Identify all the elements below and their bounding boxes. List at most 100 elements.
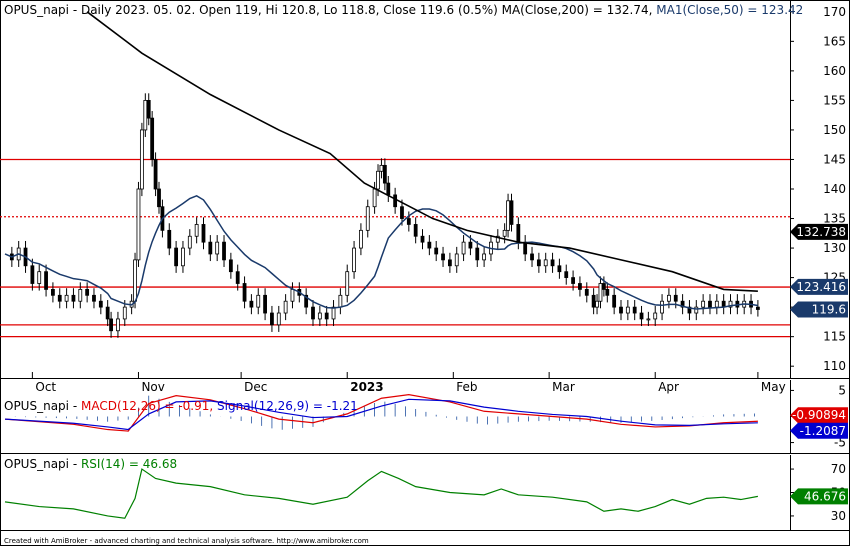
y-tick-label: -5 <box>834 436 846 450</box>
macd-series-line <box>4 398 758 431</box>
macd-title-macd: MACD(12,26) = -0.91, <box>81 399 213 413</box>
candle-body <box>612 294 617 308</box>
candle-body <box>208 241 213 255</box>
candle-body <box>133 259 137 302</box>
candle-body <box>509 200 514 225</box>
price-title-info: - Daily 2023. 05. 02. Open 119, Hi 120.8… <box>69 3 502 17</box>
candle-body <box>228 259 233 273</box>
candle-body <box>506 200 510 231</box>
month-label: Dec <box>244 380 267 394</box>
candle-body <box>51 289 55 296</box>
candle-body <box>625 306 630 314</box>
candle-body <box>441 253 445 261</box>
price-panel: 110115120125130135140145150155160165170O… <box>0 0 850 394</box>
candle-body <box>85 289 90 296</box>
candle-body <box>646 318 651 321</box>
price-tag <box>790 278 848 295</box>
rsi-title-ticker: OPUS_napi <box>4 457 69 471</box>
candle-body <box>461 241 466 255</box>
candle-body <box>78 289 83 302</box>
macd-series-line <box>4 393 758 432</box>
candle-body <box>249 300 254 308</box>
candle-body <box>601 283 606 290</box>
candle-body <box>187 235 192 249</box>
candle-body <box>694 306 699 314</box>
candle-body <box>673 294 678 302</box>
macd-title-ticker: OPUS_napi <box>4 399 69 413</box>
y-tick-label: 145 <box>823 152 846 166</box>
candle-body <box>352 247 356 273</box>
candle-body <box>728 300 733 308</box>
month-label: 2023 <box>350 380 383 394</box>
candle-body <box>71 294 76 302</box>
candle-body <box>215 241 220 255</box>
candle-body <box>578 283 582 290</box>
candle-body <box>550 259 555 267</box>
candle-body <box>136 188 141 261</box>
candle-body <box>393 194 398 208</box>
candle-body <box>201 224 206 243</box>
candle-body <box>317 312 322 320</box>
candle-body <box>564 271 569 278</box>
macd-tag <box>790 407 848 424</box>
candle-body <box>584 289 589 296</box>
month-label: Oct <box>35 380 56 394</box>
price-title-ma200: MA(Close,200) = 132.74, <box>502 3 653 17</box>
candle-body <box>376 170 380 190</box>
candle-body <box>372 188 377 208</box>
macd-panel: -505-0.90894-1.2087 <box>0 380 850 454</box>
month-label: May <box>761 380 786 394</box>
candle-body <box>139 129 144 190</box>
candle-body <box>708 300 712 308</box>
candle-body <box>536 259 541 267</box>
candle-body <box>502 229 507 237</box>
price-tag-label: 132.738 <box>796 225 846 239</box>
candle-body <box>667 294 671 302</box>
candle-body <box>413 224 418 237</box>
y-tick-label: 165 <box>823 34 846 48</box>
candle-body <box>379 164 384 172</box>
candle-body <box>359 229 363 249</box>
rsi-title: OPUS_napi - RSI(14) = 46.68 <box>4 457 177 471</box>
candle-body <box>263 294 267 314</box>
candle-body <box>304 294 309 308</box>
candle-body <box>331 306 336 320</box>
rsi-tag-label: 46.676 <box>804 489 846 503</box>
candle-body <box>406 218 411 225</box>
candle-body <box>591 294 596 308</box>
candle-body <box>543 259 548 267</box>
rsi-tag <box>790 488 848 505</box>
candle-body <box>495 235 500 243</box>
ma50-line <box>4 194 759 310</box>
candle-body <box>447 259 452 267</box>
candle-body <box>92 294 96 302</box>
candle-body <box>530 253 534 261</box>
candle-body <box>365 206 370 231</box>
candle-body <box>167 229 172 249</box>
price-title-ma50: MA1(Close,50) = 123.42 <box>656 3 803 17</box>
candle-body <box>150 117 155 160</box>
macd-title: OPUS_napi - MACD(12,26) = -0.91, Signal(… <box>4 399 358 413</box>
rsi-title-rsi: RSI(14) = 46.68 <box>81 457 177 471</box>
candle-body <box>122 306 127 320</box>
rsi-line <box>4 468 758 519</box>
month-label: Feb <box>456 380 477 394</box>
candle-body <box>475 247 480 261</box>
macd-title-signal: Signal(12,26,9) = -1.21 <box>217 399 358 413</box>
price-tag-label: 123.416 <box>796 280 846 294</box>
month-label: Mar <box>552 380 575 394</box>
candle-body <box>660 300 664 314</box>
candle-body <box>427 241 432 249</box>
price-title-ticker: OPUS_napi <box>4 3 69 17</box>
candle-body <box>468 241 473 249</box>
y-tick-label: 70 <box>831 462 846 476</box>
candle-body <box>639 312 644 320</box>
candle-body <box>386 182 391 196</box>
candle-body <box>146 100 151 119</box>
candle-body <box>242 283 247 302</box>
candle-body <box>516 224 521 243</box>
candle-body <box>595 300 599 308</box>
y-tick-label: 30 <box>831 509 846 523</box>
candle-body <box>143 100 148 131</box>
